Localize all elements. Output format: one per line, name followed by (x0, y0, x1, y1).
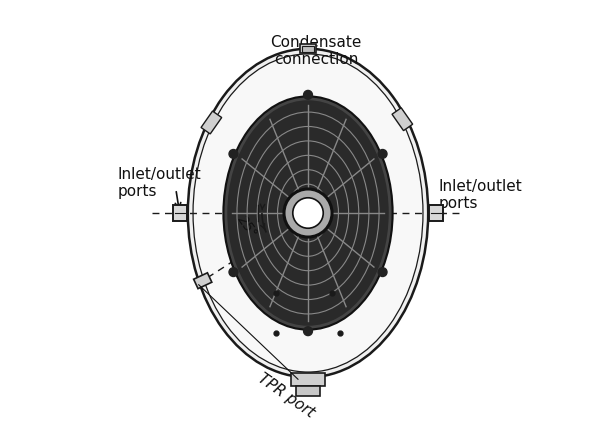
Ellipse shape (188, 49, 428, 377)
Bar (302, 46, 314, 51)
Ellipse shape (193, 54, 423, 372)
Text: Inlet/outlet
ports: Inlet/outlet ports (118, 167, 202, 199)
Circle shape (304, 90, 313, 99)
Text: TPR port: TPR port (255, 371, 317, 420)
Text: Condensate
connection: Condensate connection (271, 35, 362, 67)
Ellipse shape (224, 97, 392, 329)
Text: Inlet/outlet
ports: Inlet/outlet ports (438, 179, 522, 211)
Bar (173, 206, 187, 221)
Bar (194, 273, 212, 289)
Bar (392, 108, 413, 131)
Bar (291, 373, 325, 386)
Circle shape (378, 268, 387, 276)
Ellipse shape (293, 198, 323, 228)
Text: 25°: 25° (235, 212, 260, 241)
Bar (430, 206, 443, 221)
Circle shape (229, 149, 238, 158)
Circle shape (229, 268, 238, 276)
Bar (300, 44, 316, 53)
Circle shape (304, 327, 313, 335)
Circle shape (378, 149, 387, 158)
Ellipse shape (284, 189, 332, 237)
Bar (296, 386, 320, 396)
Bar (201, 111, 222, 134)
